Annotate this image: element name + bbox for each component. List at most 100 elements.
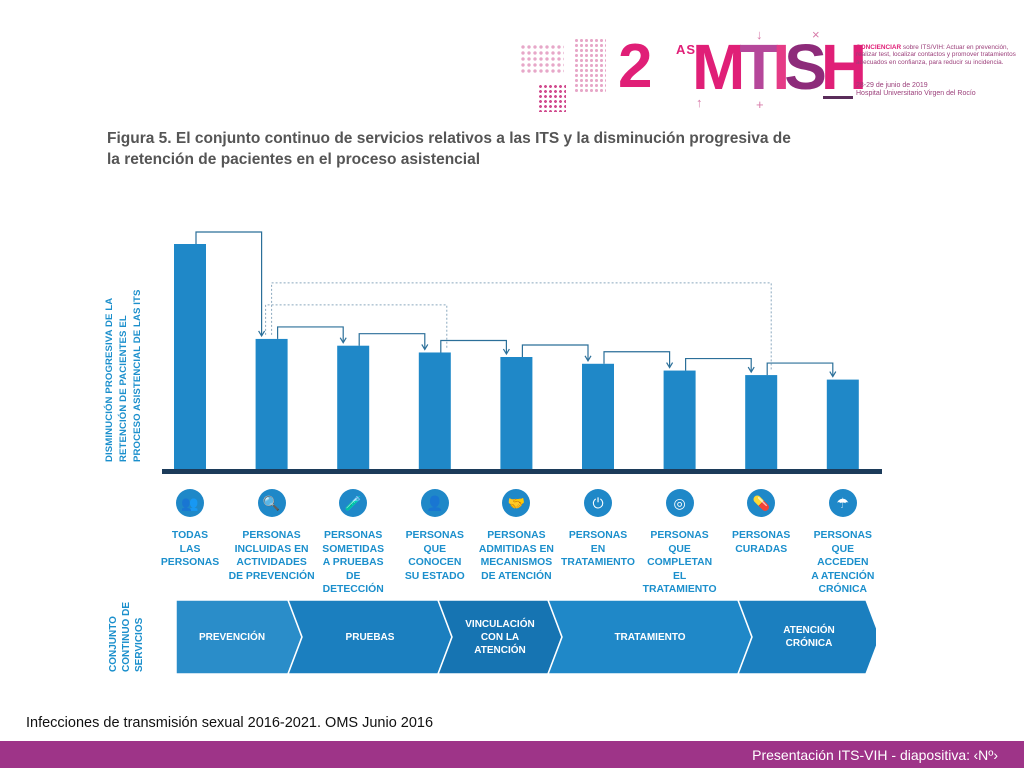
bar-9 [826, 379, 859, 470]
logo-number: 2 [618, 32, 652, 101]
bar-4 [418, 352, 451, 470]
stage-label-line: PERSONAS [405, 530, 464, 541]
stage-label-line: EN [590, 543, 606, 555]
pill-bottle-icon: ⏻ [584, 489, 612, 517]
stage-label-line: DE [345, 570, 361, 582]
arrow-down-icon: ↓ [756, 27, 763, 42]
stage-label: TODAS LAS PERSONAS [145, 529, 235, 570]
stage-label-line: PERSONAS [732, 530, 791, 541]
connector-arrow-4 [440, 339, 507, 353]
stage-label-line: COMPLETAN [647, 557, 713, 569]
pill-check-icon: 💊 [747, 489, 776, 517]
stage-label-line: TODAS [171, 530, 209, 541]
continuum-segment-line: ATENCIÓN [783, 625, 835, 636]
figure-title: Figura 5. El conjunto continuo de servic… [107, 130, 791, 168]
bar-2 [255, 338, 288, 470]
continuum-segment-line: PRUEBAS [345, 631, 395, 643]
stage-label-line: TRATAMIENTO [642, 584, 717, 596]
stage-label: PERSONAS QUE COMPLETAN EL TRATAMIENTO [635, 529, 725, 597]
slide-number: ‹Nº› [973, 747, 998, 763]
continuum-label-line: CONJUNTO [108, 616, 119, 672]
logo-date: 28-29 de junio de 2019 [856, 82, 928, 89]
stage-label-line: PERSONAS [242, 530, 301, 541]
logo-event-info: 28-29 de junio de 2019 Hospital Universi… [856, 82, 1018, 99]
stage-2: 🔍 PERSONAS INCLUIDAS EN ACTIVIDADES DE PREVE… [227, 489, 317, 583]
stage-label: PERSONAS EN TRATAMIENTO [553, 529, 643, 570]
logo-tagline-rest: sobre ITS/VIH: Actuar en prevención, rea… [856, 44, 1016, 66]
stage-8: 💊 PERSONAS CURADAS [716, 489, 806, 556]
continuum-segment-label: ATENCIÓN CRÓNICA [752, 624, 866, 650]
logo-venue: Hospital Universitario Virgen del Rocío [856, 90, 976, 98]
feedback-loop-2 [271, 282, 772, 372]
dot-pattern-left [520, 44, 564, 74]
stage-label-line: A PRUEBAS [322, 557, 384, 569]
stage-label-line: TRATAMIENTO [561, 557, 635, 569]
dot-pattern-right [574, 38, 606, 94]
logo-tagline-bold: CONCIENCIAR [856, 44, 902, 51]
bar-3 [337, 345, 370, 470]
test-tube-icon: 🧪 [339, 489, 368, 517]
stage-9: ☂ PERSONAS QUE ACCEDEN A ATENCIÓN CRÓNICA [798, 489, 888, 597]
stage-label: PERSONAS SOMETIDAS A PRUEBAS DE DETECCIÓN [308, 529, 398, 597]
stage-label-line: PERSONAS [568, 530, 628, 541]
continuum-arrows [175, 599, 881, 675]
bar-6 [582, 363, 614, 470]
connector-arrow-1 [195, 231, 263, 335]
logo-letter: I [772, 31, 790, 103]
event-logo: 2 AS MTISH ↑ ↓ × + CONCIENCIAR sobre ITS… [518, 28, 1018, 118]
arrowhead-5 [584, 355, 592, 362]
person-search-icon: 🔍 [257, 489, 286, 517]
person-status-icon: 👤 [420, 489, 449, 517]
continuum-label-line: SERVICIOS [134, 617, 145, 672]
continuum-label-line: CONTINUO DE [121, 602, 132, 672]
source-caption: Infecciones de transmisión sexual 2016-2… [26, 715, 434, 731]
stage-label: PERSONAS CURADAS [716, 529, 806, 556]
stage-label-line: LAS [179, 543, 201, 555]
continuum-segment-label: PRUEBAS [302, 631, 438, 644]
arrowhead-2 [339, 337, 347, 344]
stage-3: 🧪 PERSONAS SOMETIDAS A PRUEBAS DE DETECCIÓN [308, 489, 398, 597]
connector-arrow-6 [603, 351, 671, 367]
people-group-icon: 👥 [176, 489, 204, 517]
stage-label: PERSONAS ADMITIDAS EN MECANISMOS DE ATENCIÓ… [471, 529, 561, 583]
connector-arrow-7 [685, 357, 752, 372]
stage-label-line: PERSONAS [160, 557, 220, 569]
connector-arrow-3 [358, 333, 426, 349]
logo-letter: T [739, 31, 778, 103]
stage-label: PERSONAS INCLUIDAS EN ACTIVIDADES DE PREVEN… [227, 529, 317, 583]
stage-label-line: PERSONAS [487, 530, 546, 541]
arrowhead-8 [829, 371, 837, 378]
logo-letter: M [692, 31, 745, 103]
stage-label-line: A ATENCIÓN [811, 570, 875, 582]
stage-label-line: QUE [831, 543, 855, 555]
continuum-segment-line: ATENCIÓN [474, 644, 526, 656]
logo-letter: S [784, 31, 827, 103]
retention-bar-chart [162, 231, 882, 474]
stage-label-line: DE ATENCIÓN [481, 570, 552, 582]
logo-underline [823, 96, 853, 99]
continuum-segment-line: CON LA [480, 631, 520, 643]
connector-arrow-8 [766, 362, 834, 376]
stage-4: 👤 PERSONAS QUE CONOCEN SU ESTADO [390, 489, 480, 583]
cross-icon: × [812, 27, 820, 42]
treatment-complete-icon: ◎ [665, 489, 694, 517]
stage-label-line: PERSONAS [324, 530, 383, 541]
continuum-segment-label: VINCULACIÓN CON LA ATENCIÓN [452, 618, 548, 657]
stage-label-line: SOMETIDAS [322, 543, 385, 555]
stage-label-line: ACTIVIDADES [236, 557, 307, 569]
dot-pattern-bottom [538, 84, 566, 112]
logo-letter: H [820, 31, 867, 103]
continuum-label: CONJUNTO CONTINUO DE SERVICIOS [108, 596, 158, 676]
connector-arrow-2 [277, 326, 344, 342]
plus-icon: + [756, 97, 764, 112]
stage-5: 🤝 PERSONAS ADMITIDAS EN MECANISMOS DE ATENCI… [471, 489, 561, 583]
logo-wordmark: MTISH [692, 31, 867, 103]
umbrella-person-icon: ☂ [828, 489, 857, 517]
arrowhead-3 [421, 344, 429, 351]
stage-7: ◎ PERSONAS QUE COMPLETAN EL TRATAMIENTO [635, 489, 725, 597]
stage-label-line: QUE [423, 543, 447, 555]
stage-6: ⏻ PERSONAS EN TRATAMIENTO [553, 489, 643, 570]
stage-label-line: DETECCIÓN [322, 584, 384, 596]
arrowhead-7 [747, 366, 755, 374]
stage-label-line: PERSONAS [650, 530, 709, 541]
